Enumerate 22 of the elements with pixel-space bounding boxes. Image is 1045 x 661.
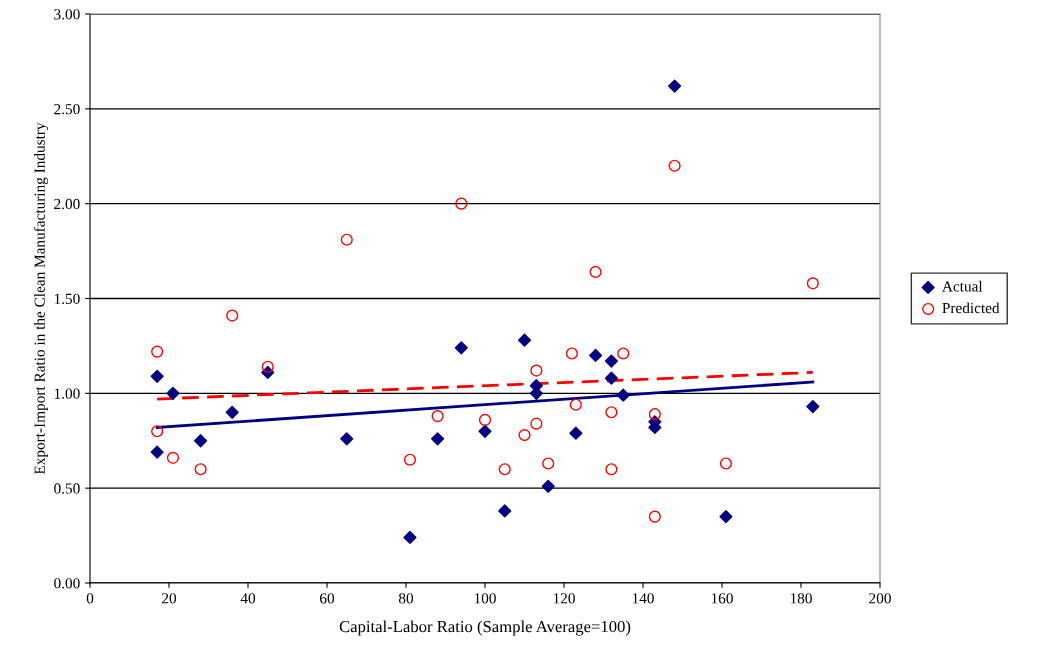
y-tick-label: 1.50: [54, 293, 80, 305]
x-tick-label: 140: [632, 593, 654, 604]
y-tick-label: 2.00: [54, 198, 80, 210]
legend-label: Predicted: [942, 302, 1000, 314]
x-tick-label: 0: [86, 593, 94, 604]
x-axis-title: Capital-Labor Ratio (Sample Average=100): [339, 620, 631, 636]
y-tick-label: 3.00: [54, 9, 80, 20]
x-tick-label: 200: [869, 593, 891, 604]
y-tick-label: 2.50: [54, 103, 80, 115]
x-tick-label: 120: [553, 593, 575, 604]
x-tick-label: 80: [398, 593, 414, 604]
y-axis-title: Export-Import Ratio in the Clean Manufacturing Industry: [33, 122, 48, 475]
x-tick-label: 20: [162, 593, 177, 604]
y-tick-label: 0.00: [54, 578, 80, 589]
x-tick-label: 160: [711, 593, 733, 604]
x-tick-label: 40: [240, 593, 256, 604]
x-tick-label: 100: [474, 593, 496, 604]
y-tick-label: 1.00: [54, 388, 80, 399]
x-tick-label: 60: [320, 593, 335, 604]
y-tick-label: 0.50: [54, 483, 80, 494]
x-tick-label: 180: [790, 593, 812, 604]
legend-label: Actual: [942, 280, 983, 292]
